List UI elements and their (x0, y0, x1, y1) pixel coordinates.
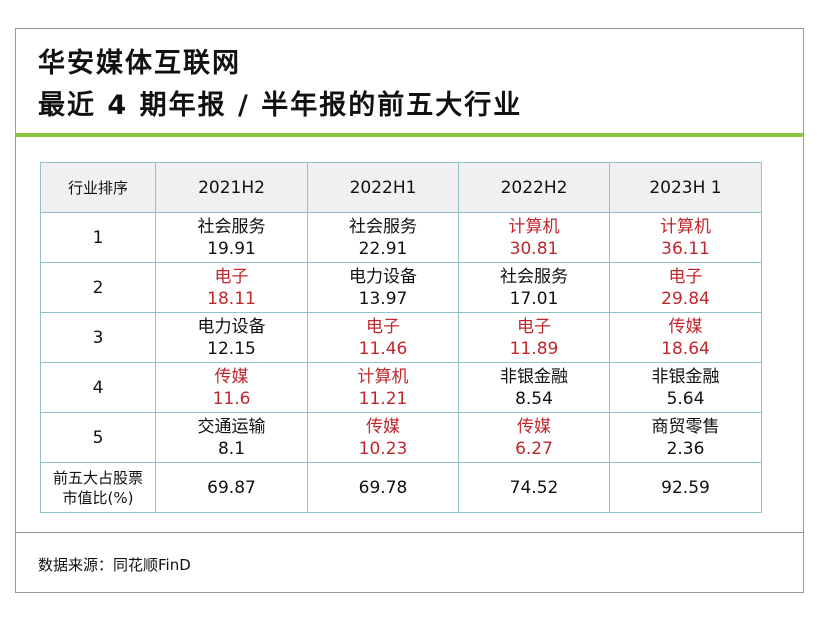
industry-cell: 传媒 18.64 (609, 312, 762, 363)
industry-name: 电子 (668, 266, 703, 287)
industry-cell: 电力设备 12.15 (155, 312, 308, 363)
total-label-line: 前五大占股票 (52, 468, 143, 487)
industry-cell: 计算机 11.21 (307, 362, 459, 413)
industry-cell: 社会服务 17.01 (458, 262, 610, 313)
total-value: 69.78 (307, 462, 459, 513)
industry-name: 传媒 (517, 416, 551, 437)
column-header: 2022H1 (307, 162, 459, 213)
industry-name: 计算机 (508, 216, 560, 237)
column-header: 行业排序 (40, 162, 156, 213)
industry-cell: 商贸零售 2.36 (609, 412, 762, 463)
industry-weight: 17.01 (509, 288, 559, 309)
industry-cell: 传媒 6.27 (458, 412, 610, 463)
separator (15, 532, 804, 533)
industry-cell: 电子 11.46 (307, 312, 459, 363)
industry-weight: 11.6 (212, 388, 251, 409)
title: 华安媒体互联网 最近 4 期年报 / 半年报的前五大行业 (38, 43, 522, 127)
industry-weight: 2.36 (666, 438, 705, 459)
table-row: 1 社会服务 19.91 社会服务 22.91 计算机 30.81 计算机 36.11 (40, 212, 762, 263)
industry-name: 非银金融 (500, 366, 568, 387)
industry-name: 交通运输 (197, 416, 266, 437)
industry-name: 计算机 (357, 366, 409, 387)
table-row: 5 交通运输 8.1 传媒 10.23 传媒 6.27 商贸零售 2.36 (40, 412, 762, 463)
industry-cell: 社会服务 22.91 (307, 212, 459, 263)
title-line: 最近 4 期年报 / 半年报的前五大行业 (38, 90, 523, 121)
industry-weight: 6.27 (515, 438, 553, 459)
industry-weight: 8.54 (515, 388, 553, 409)
industry-weight: 12.15 (207, 338, 256, 359)
industry-name: 非银金融 (651, 366, 720, 387)
industry-name: 计算机 (660, 216, 711, 237)
total-value: 74.52 (458, 462, 610, 513)
industry-weight: 11.46 (358, 338, 408, 359)
card: 华安媒体互联网 最近 4 期年报 / 半年报的前五大行业 行业排序 2021H2 2… (15, 28, 804, 593)
total-value: 69.87 (155, 462, 308, 513)
industry-name: 电子 (366, 316, 400, 337)
industry-cell: 电力设备 13.97 (307, 262, 459, 313)
rank-cell: 3 (40, 312, 156, 363)
industry-cell: 传媒 11.6 (155, 362, 308, 413)
industry-weight: 5.64 (666, 388, 705, 409)
industry-name: 传媒 (366, 416, 400, 437)
total-row: 前五大占股票 市值比(%) 69.87 69.78 74.52 92.59 (40, 462, 762, 513)
total-label: 前五大占股票 市值比(%) (40, 462, 156, 513)
title-line: 华安媒体互联网 (38, 48, 241, 79)
accent-rule (15, 133, 804, 137)
industry-weight: 30.81 (509, 238, 559, 259)
industry-weight: 19.91 (207, 238, 256, 259)
industry-weight: 18.11 (207, 288, 256, 309)
industry-name: 商贸零售 (651, 416, 720, 437)
industry-name: 社会服务 (500, 266, 568, 287)
rank-cell: 1 (40, 212, 156, 263)
column-header: 2021H2 (155, 162, 308, 213)
industry-name: 电子 (517, 316, 551, 337)
rank-cell: 4 (40, 362, 156, 413)
industry-weight: 10.23 (358, 438, 408, 459)
table-row: 3 电力设备 12.15 电子 11.46 电子 11.89 传媒 18.64 (40, 312, 762, 363)
industry-weight: 29.84 (661, 288, 710, 309)
industry-cell: 交通运输 8.1 (155, 412, 308, 463)
table-row: 4 传媒 11.6 计算机 11.21 非银金融 8.54 非银金融 5.64 (40, 362, 762, 413)
industry-cell: 电子 29.84 (609, 262, 762, 313)
industry-cell: 非银金融 8.54 (458, 362, 610, 413)
total-value: 92.59 (609, 462, 762, 513)
industry-name: 传媒 (668, 316, 703, 337)
industry-name: 社会服务 (197, 216, 266, 237)
industry-name: 社会服务 (349, 216, 417, 237)
column-header: 2022H2 (458, 162, 610, 213)
industry-weight: 18.64 (661, 338, 710, 359)
header-row: 行业排序 2021H2 2022H1 2022H2 2023H 1 (40, 162, 762, 213)
industry-name: 传媒 (214, 366, 249, 387)
industry-name: 电子 (214, 266, 249, 287)
table-row: 2 电子 18.11 电力设备 13.97 社会服务 17.01 电子 29.84 (40, 262, 762, 313)
industry-cell: 计算机 36.11 (609, 212, 762, 263)
industry-cell: 电子 11.89 (458, 312, 610, 363)
industry-weight: 11.21 (358, 388, 408, 409)
industry-name: 电力设备 (349, 266, 417, 287)
industry-name: 电力设备 (197, 316, 266, 337)
table-body: 1 社会服务 19.91 社会服务 22.91 计算机 30.81 计算机 36.11 2 电子 18… (40, 212, 762, 513)
industry-weight: 8.1 (217, 438, 246, 459)
industry-cell: 社会服务 19.91 (155, 212, 308, 263)
source-note: 数据来源：同花顺FinD (38, 556, 191, 574)
industry-cell: 电子 18.11 (155, 262, 308, 313)
industry-cell: 非银金融 5.64 (609, 362, 762, 413)
column-header: 2023H 1 (609, 162, 762, 213)
industry-cell: 传媒 10.23 (307, 412, 459, 463)
industry-weight: 36.11 (661, 238, 710, 259)
rank-cell: 2 (40, 262, 156, 313)
industry-weight: 13.97 (358, 288, 408, 309)
total-label-line: 市值比(%) (62, 488, 134, 507)
industry-table: 行业排序 2021H2 2022H1 2022H2 2023H 1 1 社会服务 19.91… (40, 162, 762, 513)
rank-cell: 5 (40, 412, 156, 463)
industry-weight: 11.89 (509, 338, 559, 359)
industry-weight: 22.91 (358, 238, 408, 259)
industry-cell: 计算机 30.81 (458, 212, 610, 263)
